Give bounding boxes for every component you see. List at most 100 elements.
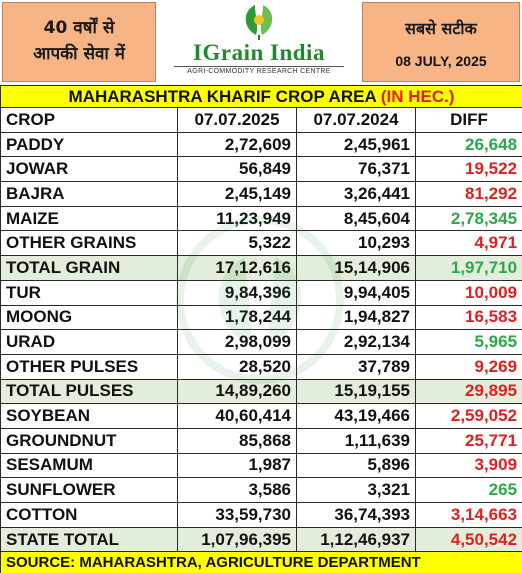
area-2024-cell: 1,12,46,937	[296, 526, 416, 553]
header-row: CROP 07.07.2025 07.07.2024 DIFF	[0, 107, 522, 133]
area-2025-cell: 2,98,099	[177, 329, 297, 355]
crop-name-cell: SUNFLOWER	[0, 477, 178, 503]
right-tagline: सबसे सटीक	[405, 19, 477, 38]
total-row: STATE TOTAL 1,07,96,395 1,12,46,937 4,50,54…	[0, 526, 522, 553]
area-2025-cell: 1,78,244	[177, 304, 297, 331]
crop-name-cell: OTHER GRAINS	[0, 230, 178, 257]
diff-cell: 5,965	[414, 329, 522, 355]
area-2024-cell: 1,11,639	[296, 427, 416, 454]
brand-tagline: AGRI-COMMODITY RESEARCH CENTRE	[174, 66, 344, 75]
area-2024-cell: 2,92,134	[296, 329, 416, 355]
area-2025-cell: 2,72,609	[177, 131, 297, 158]
column-header-2025: 07.07.2025	[177, 107, 297, 133]
area-2024-cell: 15,19,155	[296, 378, 416, 405]
crop-name-cell: SESAMUM	[0, 452, 178, 479]
area-2025-cell: 1,07,96,395	[177, 526, 297, 553]
diff-cell: 3,909	[414, 452, 522, 479]
total-row: TOTAL GRAIN 17,12,616 15,14,906 1,97,710	[0, 255, 522, 281]
source-note: SOURCE: MAHARASHTRA, AGRICULTURE DEPARTM…	[0, 551, 522, 573]
diff-cell: 2,78,345	[414, 205, 522, 232]
area-2024-cell: 3,321	[296, 477, 416, 503]
area-2024-cell: 76,371	[296, 156, 416, 183]
area-2024-cell: 5,896	[296, 452, 416, 479]
table-row: PADDY 2,72,609 2,45,961 26,648	[0, 131, 522, 158]
crop-name-cell: STATE TOTAL	[0, 526, 178, 553]
diff-cell: 265	[414, 477, 522, 503]
table-title: MAHARASHTRA KHARIF CROP AREA (IN HEC.)	[0, 85, 522, 108]
diff-cell: 4,50,542	[414, 526, 522, 553]
area-2025-cell: 11,23,949	[177, 205, 297, 232]
area-2024-cell: 2,45,961	[296, 131, 416, 158]
diff-cell: 3,14,663	[414, 502, 522, 528]
brand-logo: IGrain India AGRI-COMMODITY RESEARCH CEN…	[160, 2, 358, 82]
area-2024-cell: 3,26,441	[296, 181, 416, 207]
table-row: OTHER GRAINS 5,322 10,293 4,971	[0, 230, 522, 257]
title-row: MAHARASHTRA KHARIF CROP AREA (IN HEC.)	[0, 85, 522, 108]
column-header-diff: DIFF	[414, 107, 522, 133]
left-tagline-line1: 40 वर्षों से	[43, 18, 115, 38]
table-row: TUR 9,84,396 9,94,405 10,009	[0, 279, 522, 306]
area-2025-cell: 5,322	[177, 230, 297, 257]
crop-name-cell: MOONG	[0, 304, 178, 331]
crop-name-cell: OTHER PULSES	[0, 353, 178, 380]
crop-name-cell: JOWAR	[0, 156, 178, 183]
table-row: SUNFLOWER 3,586 3,321 265	[0, 477, 522, 503]
table-row: JOWAR 56,849 76,371 19,522	[0, 156, 522, 183]
column-header-2024: 07.07.2024	[296, 107, 416, 133]
diff-cell: 1,97,710	[414, 255, 522, 281]
diff-cell: 4,971	[414, 230, 522, 257]
total-row: TOTAL PULSES 14,89,260 15,19,155 29,895	[0, 378, 522, 405]
area-2024-cell: 8,45,604	[296, 205, 416, 232]
table-row: OTHER PULSES 28,520 37,789 9,269	[0, 353, 522, 380]
diff-cell: 29,895	[414, 378, 522, 405]
crop-name-cell: TOTAL PULSES	[0, 378, 178, 405]
area-2025-cell: 40,60,414	[177, 403, 297, 429]
diff-cell: 10,009	[414, 279, 522, 306]
area-2025-cell: 9,84,396	[177, 279, 297, 306]
table-row: MAIZE 11,23,949 8,45,604 2,78,345	[0, 205, 522, 232]
area-2025-cell: 14,89,260	[177, 378, 297, 405]
table-row: MOONG 1,78,244 1,94,827 16,583	[0, 304, 522, 331]
table-row: BAJRA 2,45,149 3,26,441 81,292	[0, 181, 522, 207]
crop-name-cell: TUR	[0, 279, 178, 306]
crop-name-cell: TOTAL GRAIN	[0, 255, 178, 281]
header-left-box: 40 वर्षों से आपकी सेवा में	[2, 2, 156, 82]
diff-cell: 26,648	[414, 131, 522, 158]
crop-name-cell: MAIZE	[0, 205, 178, 232]
area-2025-cell: 1,987	[177, 452, 297, 479]
area-2024-cell: 15,14,906	[296, 255, 416, 281]
diff-cell: 2,59,052	[414, 403, 522, 429]
brand-name: IGrain India	[193, 40, 325, 65]
title-unit: (IN HEC.)	[380, 86, 455, 106]
area-2024-cell: 43,19,466	[296, 403, 416, 429]
title-main: MAHARASHTRA KHARIF CROP AREA	[68, 86, 377, 106]
source-row: SOURCE: MAHARASHTRA, AGRICULTURE DEPARTM…	[0, 551, 522, 573]
diff-cell: 16,583	[414, 304, 522, 331]
area-2024-cell: 9,94,405	[296, 279, 416, 306]
table-row: COTTON 33,59,730 36,74,393 3,14,663	[0, 502, 522, 528]
diff-cell: 25,771	[414, 427, 522, 454]
header: 40 वर्षों से आपकी सेवा में IGrain India …	[0, 0, 522, 85]
leaf-logo-icon	[245, 5, 273, 40]
table-row: SESAMUM 1,987 5,896 3,909	[0, 452, 522, 479]
area-2024-cell: 36,74,393	[296, 502, 416, 528]
crop-area-table: MAHARASHTRA KHARIF CROP AREA (IN HEC.) C…	[0, 85, 522, 573]
crop-name-cell: COTTON	[0, 502, 178, 528]
area-2024-cell: 10,293	[296, 230, 416, 257]
area-2025-cell: 56,849	[177, 156, 297, 183]
header-right-box: सबसे सटीक 08 JULY, 2025	[362, 2, 520, 82]
left-tagline-line2: आपकी सेवा में	[33, 44, 125, 64]
diff-cell: 9,269	[414, 353, 522, 380]
diff-cell: 19,522	[414, 156, 522, 183]
column-header-crop: CROP	[0, 107, 178, 133]
area-2025-cell: 28,520	[177, 353, 297, 380]
diff-cell: 81,292	[414, 181, 522, 207]
area-2024-cell: 1,94,827	[296, 304, 416, 331]
table-row: URAD 2,98,099 2,92,134 5,965	[0, 329, 522, 355]
area-2024-cell: 37,789	[296, 353, 416, 380]
table-row: GROUNDNUT 85,868 1,11,639 25,771	[0, 427, 522, 454]
area-2025-cell: 17,12,616	[177, 255, 297, 281]
crop-name-cell: BAJRA	[0, 181, 178, 207]
area-2025-cell: 3,586	[177, 477, 297, 503]
